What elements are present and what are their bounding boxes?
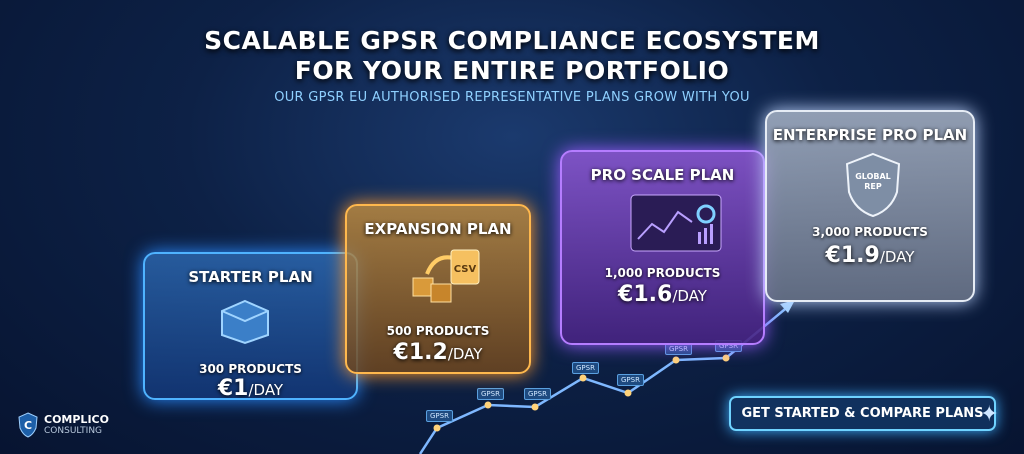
gpsr-tag: GPSR [572,362,599,374]
plan-card-starter[interactable]: STARTER PLAN 300 PRODUCTS €1/DAY [143,252,358,400]
plan-products: 1,000 PRODUCTS [604,266,721,280]
plan-card-pro-scale[interactable]: PRO SCALE PLAN 1,000 PRODUCTS €1.6/DAY [560,150,765,345]
plan-price: €1.2 [393,340,448,365]
plan-unit: /DAY [447,345,483,363]
get-started-button[interactable]: GET STARTED & COMPARE PLANS [729,396,996,431]
plan-products: 3,000 PRODUCTS [812,225,928,239]
logo: C COMPLICO CONSULTING [18,412,109,438]
plan-price: €1 [217,376,249,400]
subtitle: OUR GPSR EU AUTHORISED REPRESENTATIVE PL… [274,90,750,105]
headline-line-1: SCALABLE GPSR COMPLIANCE ECOSYSTEM [204,26,820,55]
svg-text:CSV: CSV [454,264,477,275]
gpsr-tag: GPSR [617,374,644,386]
box-icon [221,299,269,345]
shield-handshake-icon: GLOBAL REP [843,152,903,218]
dashboard-icon [630,194,722,252]
plan-card-expansion[interactable]: EXPANSION PLAN CSV 500 PRODUCTS €1.2/DAY [345,204,531,374]
gpsr-tag: GPSR [524,388,551,400]
plan-name: ENTERPRISE PRO PLAN [772,126,968,144]
plan-price: €1.9 [825,243,880,268]
plan-products: 300 PRODUCTS [199,362,302,376]
headline-line-2: FOR YOUR ENTIRE PORTFOLIO [294,56,730,85]
logo-tagline: CONSULTING [44,425,103,436]
csv-export-icon: CSV [412,249,480,303]
plan-name: EXPANSION PLAN [364,220,512,238]
plan-unit: /DAY [248,381,284,399]
arrow-head-icon [780,300,795,313]
plan-products: 500 PRODUCTS [386,324,490,338]
plan-unit: /DAY [672,287,707,305]
global-rep-badge: GLOBAL REP [855,172,891,191]
gpsr-tag: GPSR [477,388,504,400]
plan-name: PRO SCALE PLAN [590,166,735,184]
logo-name: COMPLICO [44,412,109,426]
plan-name: STARTER PLAN [188,268,313,286]
plan-unit: /DAY [879,248,915,266]
plan-price: €1.6 [618,282,673,307]
plan-card-enterprise-pro[interactable]: ENTERPRISE PRO PLAN GLOBAL REP 3,000 PRO… [765,110,975,302]
gpsr-tag: GPSR [426,410,453,422]
sparkle-icon: ✦ [980,402,999,427]
svg-text:C: C [24,419,32,432]
shield-logo-icon: C [18,412,38,438]
